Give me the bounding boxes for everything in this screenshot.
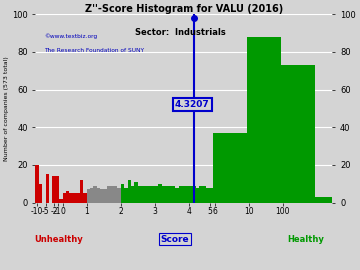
Bar bbox=[244, 133, 247, 202]
Bar bbox=[226, 133, 230, 202]
Bar bbox=[90, 188, 93, 202]
Bar bbox=[97, 188, 100, 202]
Bar bbox=[206, 188, 210, 202]
Bar bbox=[247, 37, 251, 202]
Text: Unhealthy: Unhealthy bbox=[35, 235, 84, 244]
Bar bbox=[162, 186, 165, 202]
Bar bbox=[196, 188, 199, 202]
Bar bbox=[237, 133, 240, 202]
Bar bbox=[63, 193, 66, 202]
Bar bbox=[117, 188, 121, 202]
Bar bbox=[264, 37, 267, 202]
Text: Sector:  Industrials: Sector: Industrials bbox=[135, 28, 225, 37]
Bar bbox=[309, 65, 312, 202]
Bar bbox=[100, 189, 104, 202]
Bar bbox=[325, 197, 329, 202]
Bar bbox=[155, 186, 158, 202]
Bar bbox=[158, 184, 162, 202]
Y-axis label: Number of companies (573 total): Number of companies (573 total) bbox=[4, 56, 9, 161]
Bar bbox=[121, 184, 124, 202]
Bar bbox=[210, 188, 213, 202]
Bar bbox=[59, 199, 63, 202]
Bar bbox=[329, 197, 332, 202]
Bar bbox=[298, 65, 302, 202]
Bar bbox=[131, 186, 134, 202]
Bar bbox=[124, 188, 127, 202]
Bar bbox=[271, 37, 274, 202]
Bar bbox=[203, 186, 206, 202]
Bar bbox=[93, 186, 97, 202]
Bar bbox=[189, 186, 193, 202]
Bar bbox=[104, 189, 107, 202]
Bar bbox=[179, 186, 182, 202]
Bar bbox=[292, 65, 295, 202]
Bar bbox=[223, 133, 226, 202]
Bar bbox=[76, 193, 80, 202]
Bar bbox=[302, 65, 305, 202]
Bar bbox=[56, 176, 59, 202]
Bar bbox=[175, 188, 179, 202]
Bar bbox=[305, 65, 309, 202]
Bar bbox=[145, 186, 148, 202]
Bar bbox=[220, 133, 223, 202]
Bar bbox=[80, 180, 83, 202]
Bar bbox=[107, 186, 111, 202]
Bar bbox=[134, 182, 138, 202]
Text: The Research Foundation of SUNY: The Research Foundation of SUNY bbox=[44, 48, 144, 53]
Bar bbox=[193, 186, 196, 202]
Bar bbox=[240, 133, 244, 202]
Bar bbox=[233, 133, 237, 202]
Bar bbox=[111, 186, 114, 202]
Bar bbox=[319, 197, 322, 202]
Bar bbox=[83, 193, 86, 202]
Bar bbox=[168, 186, 172, 202]
Text: Healthy: Healthy bbox=[287, 235, 324, 244]
Bar bbox=[35, 165, 39, 202]
Bar bbox=[138, 186, 141, 202]
Text: Score: Score bbox=[161, 235, 189, 244]
Text: 4.3207: 4.3207 bbox=[175, 100, 210, 109]
Text: ©www.textbiz.org: ©www.textbiz.org bbox=[44, 33, 97, 39]
Bar bbox=[152, 186, 155, 202]
Title: Z''-Score Histogram for VALU (2016): Z''-Score Histogram for VALU (2016) bbox=[85, 4, 283, 14]
Bar bbox=[69, 193, 73, 202]
Bar bbox=[295, 65, 298, 202]
Bar bbox=[274, 37, 278, 202]
Bar bbox=[315, 197, 319, 202]
Bar bbox=[230, 133, 233, 202]
Bar bbox=[53, 176, 56, 202]
Bar bbox=[281, 65, 285, 202]
Bar bbox=[165, 186, 168, 202]
Bar bbox=[278, 37, 281, 202]
Bar bbox=[114, 186, 117, 202]
Bar bbox=[86, 189, 90, 202]
Bar bbox=[46, 174, 49, 202]
Bar bbox=[257, 37, 261, 202]
Bar bbox=[186, 186, 189, 202]
Bar bbox=[148, 186, 152, 202]
Bar bbox=[288, 65, 292, 202]
Bar bbox=[216, 133, 220, 202]
Bar bbox=[322, 197, 325, 202]
Bar bbox=[285, 65, 288, 202]
Bar bbox=[251, 37, 254, 202]
Bar bbox=[182, 186, 186, 202]
Bar bbox=[73, 193, 76, 202]
Bar bbox=[172, 186, 175, 202]
Bar bbox=[199, 186, 203, 202]
Bar bbox=[261, 37, 264, 202]
Bar bbox=[127, 180, 131, 202]
Bar bbox=[66, 191, 69, 202]
Bar bbox=[267, 37, 271, 202]
Bar bbox=[312, 65, 315, 202]
Bar bbox=[39, 184, 42, 202]
Bar bbox=[213, 133, 216, 202]
Bar bbox=[141, 186, 145, 202]
Bar bbox=[254, 37, 257, 202]
